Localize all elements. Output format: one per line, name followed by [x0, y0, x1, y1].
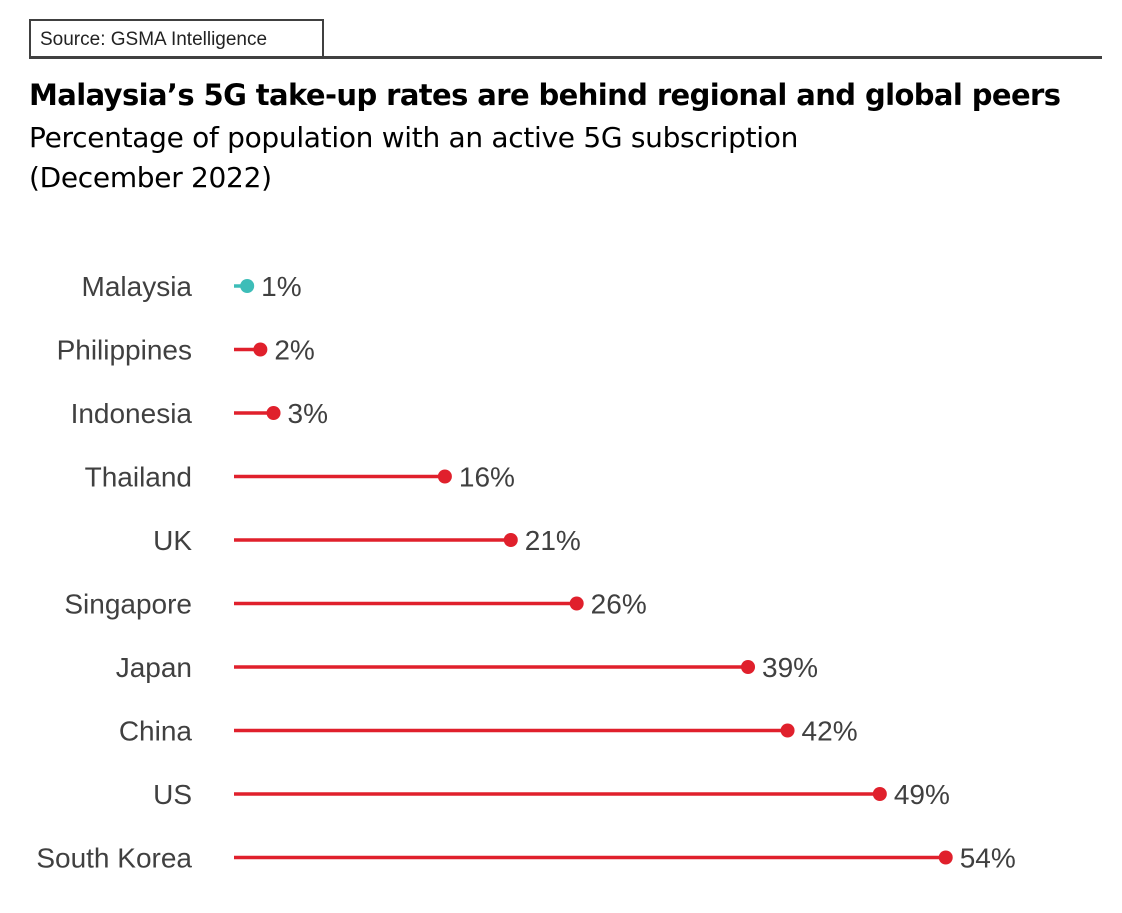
lollipop-dot [938, 850, 953, 865]
value-label: 26% [591, 589, 647, 620]
category-label: Japan [116, 652, 192, 683]
category-label: UK [153, 525, 192, 556]
lollipop-dot [437, 469, 452, 484]
header-rule [29, 56, 1102, 59]
lollipop-dot [780, 723, 795, 738]
value-label: 49% [894, 779, 950, 810]
category-label: Indonesia [71, 398, 193, 429]
lollipop-dot [240, 279, 255, 293]
subtitle-line-2: (December 2022) [29, 161, 272, 194]
category-label: South Korea [36, 843, 192, 874]
category-label: China [119, 716, 193, 747]
value-label: 54% [960, 843, 1016, 874]
category-label: Singapore [64, 589, 192, 620]
value-label: 3% [288, 398, 328, 429]
value-label: 21% [525, 525, 581, 556]
category-label: Thailand [85, 462, 192, 493]
category-label: US [153, 779, 192, 810]
chart-subtitle: Percentage of population with an active … [29, 118, 929, 198]
category-label: Malaysia [82, 271, 193, 302]
lollipop-dot [741, 660, 756, 674]
source-label: Source: GSMA Intelligence [29, 19, 324, 56]
subtitle-line-1: Percentage of population with an active … [29, 121, 799, 154]
value-label: 39% [762, 652, 818, 683]
lollipop-dot [569, 596, 584, 611]
lollipop-dot [253, 342, 268, 357]
lollipop-dot [503, 533, 518, 547]
value-label: 16% [459, 462, 515, 493]
chart-title: Malaysia’s 5G take-up rates are behind r… [29, 78, 1061, 112]
lollipop-dot [872, 787, 887, 801]
category-label: Philippines [57, 335, 192, 366]
value-label: 42% [802, 716, 858, 747]
value-label: 2% [274, 335, 314, 366]
lollipop-dot [266, 406, 281, 420]
value-label: 1% [261, 271, 301, 302]
